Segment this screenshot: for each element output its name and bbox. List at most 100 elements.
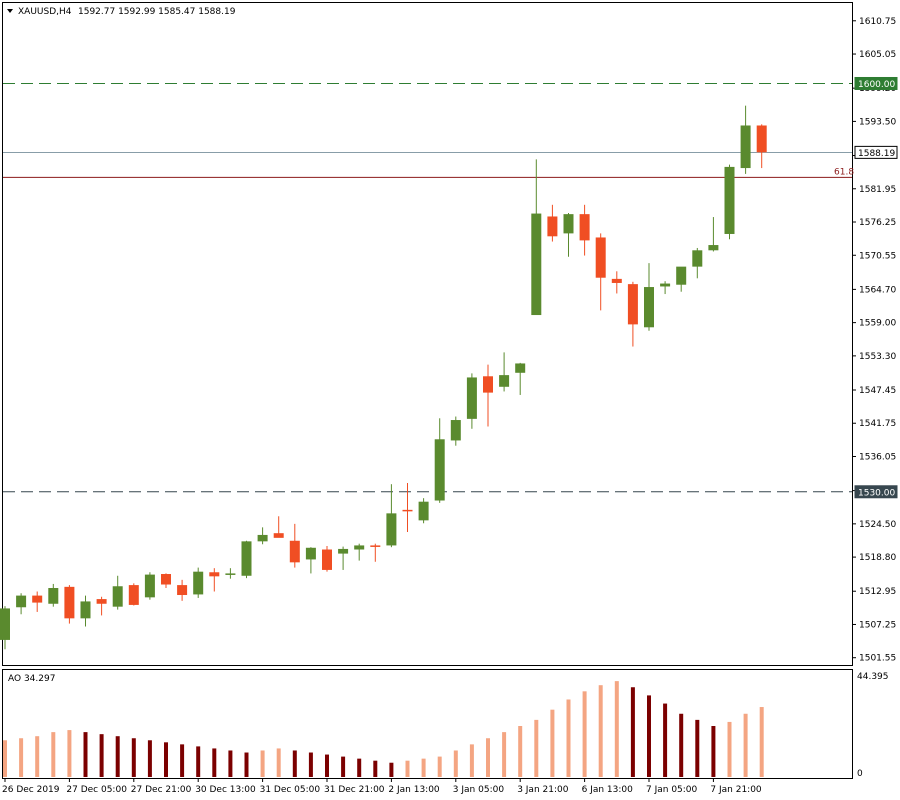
ao-bar bbox=[582, 691, 587, 777]
fib-level-label: 61.8 bbox=[834, 167, 854, 177]
ao-bar bbox=[711, 726, 716, 777]
candle-body bbox=[354, 545, 365, 550]
ao-histogram bbox=[3, 681, 764, 777]
collapse-triangle-icon[interactable] bbox=[7, 9, 13, 13]
price-axis: 1610.751605.051599.201593.501587.651581.… bbox=[852, 17, 896, 664]
ao-bar bbox=[502, 732, 507, 777]
candle bbox=[692, 247, 703, 279]
ao-bar bbox=[598, 685, 603, 777]
candle-body bbox=[579, 214, 590, 241]
candle-body bbox=[515, 363, 526, 373]
candle-body bbox=[611, 278, 622, 283]
ao-bar bbox=[679, 713, 684, 777]
candle-body bbox=[483, 376, 493, 393]
ao-bar bbox=[260, 750, 265, 777]
ao-bar bbox=[486, 738, 490, 777]
candle bbox=[450, 416, 461, 446]
ao-bar bbox=[614, 681, 619, 777]
price-tick-label: 1512.95 bbox=[859, 587, 896, 597]
time-tick-label: 30 Dec 13:00 bbox=[195, 785, 256, 795]
candle-body bbox=[209, 572, 220, 577]
price-tick-label: 1507.25 bbox=[859, 620, 896, 630]
candle-body bbox=[96, 599, 107, 604]
current-price-tag-box bbox=[854, 145, 898, 159]
candle-body bbox=[64, 586, 75, 619]
price-tick-label: 1593.50 bbox=[859, 117, 896, 127]
candle-body bbox=[595, 237, 606, 278]
candle-body bbox=[0, 608, 10, 640]
candle-body bbox=[128, 585, 139, 605]
candle-body bbox=[273, 533, 284, 538]
candle-body bbox=[257, 534, 268, 542]
time-tick-label: 27 Dec 21:00 bbox=[131, 785, 192, 795]
candle-body bbox=[338, 548, 349, 554]
ao-bar bbox=[453, 750, 458, 777]
candle bbox=[289, 523, 300, 568]
candle bbox=[305, 547, 316, 574]
main-chart-frame bbox=[2, 2, 853, 666]
price-tick-label: 1501.55 bbox=[859, 654, 896, 664]
price-tick-label: 1541.75 bbox=[859, 419, 896, 429]
candle bbox=[112, 575, 123, 610]
candle bbox=[676, 266, 687, 292]
time-tick-label: 7 Jan 05:00 bbox=[646, 785, 698, 795]
candle-body bbox=[305, 547, 316, 560]
price-tick-label: 1610.75 bbox=[859, 17, 896, 27]
ao-bar bbox=[164, 742, 168, 777]
candle bbox=[177, 579, 188, 601]
candle-body bbox=[740, 125, 751, 169]
candle-body bbox=[692, 250, 703, 267]
candle-body bbox=[177, 585, 188, 596]
candle bbox=[161, 573, 171, 589]
ao-bar bbox=[663, 703, 668, 777]
ao-bar bbox=[695, 719, 700, 777]
ao-bar bbox=[357, 758, 362, 777]
candle bbox=[144, 572, 155, 600]
time-tick-label: 31 Dec 21:00 bbox=[324, 785, 385, 795]
ao-bar bbox=[566, 699, 571, 777]
support-tag-text: 1530.00 bbox=[858, 488, 895, 498]
price-tick-label: 1605.05 bbox=[859, 50, 896, 60]
candle-body bbox=[724, 166, 735, 234]
candle-body bbox=[80, 601, 91, 619]
ao-bar bbox=[647, 695, 651, 777]
price-tick-label: 1559.00 bbox=[859, 319, 896, 329]
candle bbox=[0, 606, 10, 650]
candle-body bbox=[660, 283, 671, 287]
time-tick-label: 3 Jan 21:00 bbox=[517, 785, 569, 795]
ao-bar bbox=[19, 738, 24, 777]
price-tick-label: 1524.50 bbox=[859, 520, 896, 530]
time-tick-label: 3 Jan 05:00 bbox=[453, 785, 505, 795]
ao-bar bbox=[518, 726, 523, 777]
price-tick-label: 1570.55 bbox=[859, 251, 896, 261]
ao-bar bbox=[325, 754, 329, 777]
ao-bar bbox=[99, 734, 104, 777]
candle-body bbox=[112, 586, 123, 607]
ao-bar bbox=[228, 750, 233, 777]
candle-body bbox=[241, 541, 252, 576]
price-tick-label: 1576.25 bbox=[859, 218, 896, 228]
candle-body bbox=[402, 509, 413, 512]
candle bbox=[128, 583, 139, 606]
candle bbox=[708, 217, 719, 252]
candle bbox=[418, 498, 429, 524]
candle bbox=[740, 105, 751, 174]
resistance-tag-text: 1600.00 bbox=[858, 80, 895, 90]
ao-bar bbox=[469, 744, 474, 777]
candle-body bbox=[322, 549, 332, 570]
candle bbox=[611, 271, 622, 294]
candle-body bbox=[32, 595, 43, 603]
candle bbox=[499, 352, 510, 392]
price-tick-label: 1518.80 bbox=[859, 553, 896, 563]
ao-bar bbox=[405, 760, 410, 777]
ao-bar bbox=[35, 736, 40, 777]
ao-bar bbox=[3, 740, 7, 777]
time-axis: 26 Dec 2019 27 Dec 05:00 27 Dec 21:00 30 De… bbox=[2, 778, 762, 795]
time-tick-label: 2 Jan 13:00 bbox=[388, 785, 440, 795]
ao-bar bbox=[308, 752, 313, 777]
candle bbox=[354, 543, 365, 561]
current-price-tag-text: 1588.19 bbox=[858, 149, 895, 159]
ao-bar bbox=[180, 744, 185, 777]
candle bbox=[563, 212, 574, 257]
ao-bar bbox=[83, 732, 88, 777]
